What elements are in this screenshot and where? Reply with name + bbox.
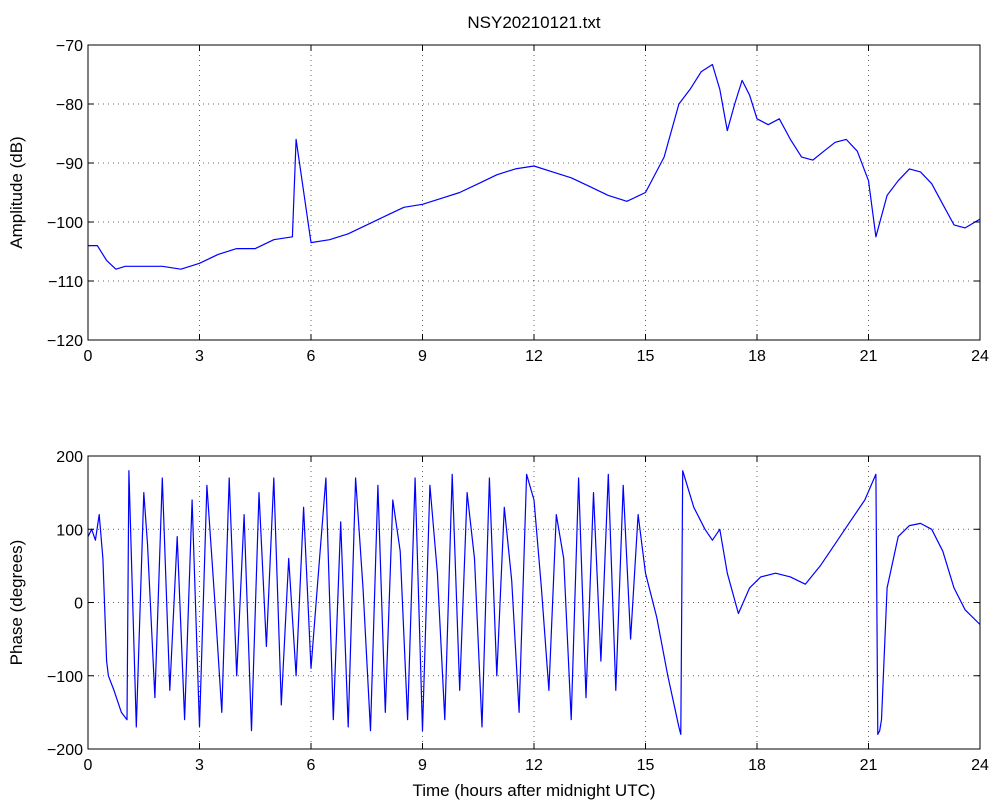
series-line (87, 470, 981, 735)
x-tick-label: 21 (860, 348, 878, 365)
y-tick-label: −100 (47, 669, 83, 686)
y-tick-label: −90 (56, 156, 83, 173)
amplitude-panel: 0 3 6 9 12 15 18 21 24 −120 −110 −100 −90 −80 −70 NSY20… (7, 13, 989, 365)
phase-panel: 0 3 6 9 12 15 18 21 24 −200 −100 0 100 200 Time (hours… (7, 449, 989, 800)
x-tick-label: 24 (971, 757, 989, 774)
y-axis-label: Amplitude (dB) (7, 136, 26, 248)
series-line (88, 63, 981, 270)
x-tick-label: 9 (418, 757, 427, 774)
y-tick-label: −110 (48, 274, 83, 291)
x-tick-label: 12 (525, 348, 543, 365)
x-tick-label: 21 (860, 757, 878, 774)
x-axis-label: Time (hours after midnight UTC) (412, 781, 655, 800)
x-tick-label: 0 (84, 348, 93, 365)
x-tick-label: 12 (525, 757, 543, 774)
y-tick-label: −120 (47, 333, 83, 350)
y-tick-label: −80 (56, 97, 83, 114)
x-tick-label: 18 (748, 348, 766, 365)
x-tick-label: 6 (307, 348, 316, 365)
y-tick-label: −200 (47, 742, 83, 759)
y-tick-label: 0 (74, 596, 83, 613)
y-tick-label: 200 (56, 449, 83, 466)
x-tick-label: 15 (637, 348, 655, 365)
x-tick-label: 6 (307, 757, 316, 774)
y-tick-label: −70 (56, 38, 83, 55)
y-tick-label: −100 (47, 215, 83, 232)
y-tick-label: 100 (56, 522, 83, 539)
x-tick-label: 3 (195, 348, 204, 365)
y-axis-label: Phase (degrees) (7, 540, 26, 666)
x-tick-label: 18 (748, 757, 766, 774)
x-tick-label: 15 (637, 757, 655, 774)
x-tick-label: 24 (971, 348, 989, 365)
chart-title: NSY20210121.txt (467, 13, 601, 32)
x-tick-label: 0 (84, 757, 93, 774)
x-tick-label: 3 (195, 757, 204, 774)
x-tick-label: 9 (418, 348, 427, 365)
